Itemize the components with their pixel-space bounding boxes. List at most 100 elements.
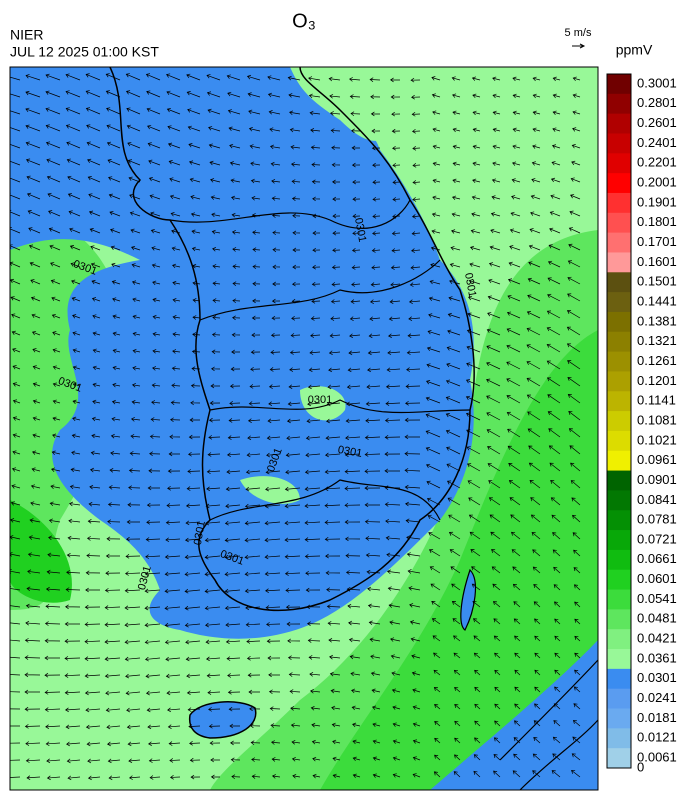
wind-arrow (292, 247, 301, 253)
wind-arrow (328, 350, 341, 356)
wind-arrow (108, 176, 121, 183)
wind-arrow (348, 350, 361, 356)
wind-arrow (427, 514, 441, 523)
wind-arrow (431, 229, 441, 234)
wind-arrow (465, 412, 481, 421)
wind-arrow (208, 723, 221, 729)
wind-arrow (25, 90, 41, 98)
wind-arrow (12, 365, 21, 370)
wind-arrow (91, 297, 101, 302)
wind-arrow (45, 604, 61, 609)
wind-arrow (70, 467, 81, 473)
wind-arrow (351, 688, 361, 694)
wind-arrow (312, 213, 321, 219)
wind-arrow (130, 228, 141, 234)
wind-arrow (270, 332, 281, 338)
wind-arrow (453, 652, 461, 659)
wind-arrow (65, 724, 81, 730)
colorbar-bin (607, 569, 631, 591)
wind-arrow (24, 706, 41, 712)
wind-arrow (172, 349, 181, 354)
wind-arrow (131, 400, 141, 405)
wind-arrow (488, 278, 501, 285)
wind-arrow (350, 128, 361, 134)
wind-arrow (304, 503, 321, 509)
contour-label: 0301 (308, 394, 332, 406)
wind-arrow (185, 639, 201, 645)
wind-arrow (487, 312, 501, 319)
wind-arrow (185, 656, 201, 662)
wind-arrow (406, 552, 421, 557)
wind-arrow (171, 229, 181, 234)
wind-arrow (446, 346, 461, 353)
wind-arrow (126, 107, 141, 115)
wind-arrow (472, 601, 481, 608)
wind-arrow (125, 690, 141, 696)
wind-arrow (412, 739, 421, 744)
wind-arrow (310, 333, 321, 338)
wind-arrow (446, 362, 461, 370)
wind-arrow (132, 348, 141, 354)
wind-arrow (128, 468, 141, 473)
wind-arrow (124, 639, 141, 645)
wind-arrow (391, 128, 401, 134)
wind-arrow (106, 124, 121, 132)
wind-arrow (268, 689, 281, 695)
wind-arrow (390, 265, 401, 270)
wind-arrow (454, 703, 461, 710)
wind-arrow (392, 756, 401, 761)
wind-arrow (447, 312, 461, 319)
wind-arrow (69, 501, 81, 507)
wind-arrow (432, 127, 441, 133)
wind-arrow (352, 213, 361, 219)
wind-arrow (130, 245, 141, 251)
wind-arrow (126, 124, 141, 132)
wind-arrow (207, 108, 221, 115)
wind-arrow (428, 296, 441, 302)
wind-arrow (246, 74, 261, 81)
wind-arrow (425, 430, 441, 438)
wind-arrow (251, 757, 261, 762)
colorbar-bin (607, 629, 631, 650)
wind-arrow (472, 144, 481, 150)
wind-arrow (151, 263, 161, 268)
wind-arrow (386, 367, 401, 373)
wind-arrow (44, 672, 61, 678)
wind-arrow (124, 605, 141, 611)
wind-arrow (72, 382, 81, 388)
wind-arrow (104, 588, 121, 593)
wind-arrow (492, 601, 501, 608)
wind-arrow (85, 724, 101, 730)
wind-arrow (88, 193, 101, 200)
wind-arrow (371, 688, 381, 693)
wind-arrow (390, 654, 401, 659)
wind-arrow (411, 128, 421, 134)
wind-arrow (550, 194, 561, 200)
wind-arrow (489, 245, 501, 251)
wind-arrow (206, 673, 221, 678)
wind-arrow (266, 638, 281, 644)
wind-arrow (554, 635, 561, 642)
wind-arrow (569, 445, 581, 455)
wind-arrow (91, 279, 101, 285)
colorbar-bin (607, 609, 631, 630)
wind-arrow (344, 502, 361, 508)
timestamp: JUL 12 2025 01:00 KST (10, 44, 159, 60)
wind-arrow (574, 669, 581, 676)
wind-arrow (526, 344, 541, 353)
wind-arrow (45, 124, 61, 132)
wind-arrow (206, 656, 221, 662)
wind-arrow (189, 741, 201, 746)
wind-arrow (514, 669, 521, 676)
wind-arrow (430, 246, 441, 251)
wind-arrow (25, 158, 41, 166)
wind-arrow (144, 622, 161, 628)
wind-arrow (245, 605, 261, 611)
wind-arrow (370, 282, 381, 287)
wind-arrow (310, 145, 321, 150)
wind-arrow (31, 330, 41, 336)
wind-arrow (229, 143, 241, 149)
wind-arrow (204, 537, 221, 543)
wind-arrow (468, 514, 481, 523)
wind-arrow (131, 382, 141, 388)
